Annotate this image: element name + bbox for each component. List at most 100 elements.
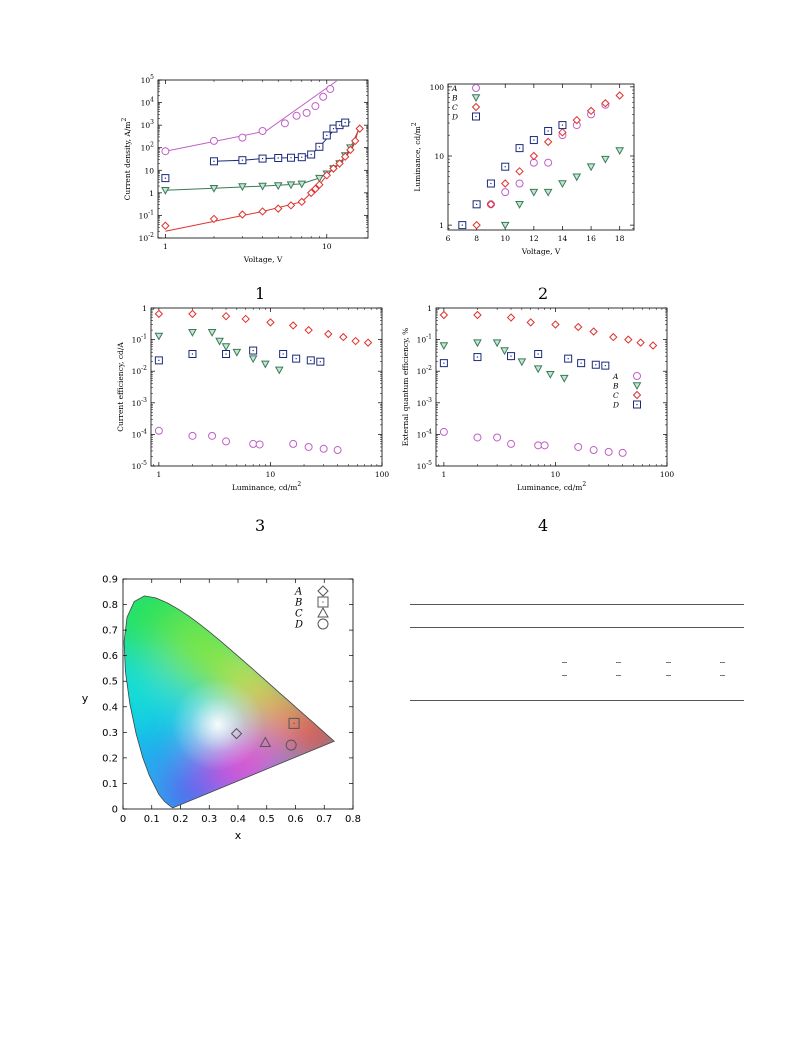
y-tick-label: 10-1 <box>139 209 154 220</box>
chart-cie-diagram: 0 0.1 0.2 0.3 0.4 0.5 0.6 0.7 0.8 0 0.1 0.2 0.3 0.4 0.… <box>70 565 370 855</box>
cie-x-tick-label: 0.3 <box>201 814 217 825</box>
series-B-point <box>248 355 258 364</box>
series-B-point <box>601 155 610 164</box>
cie-white-point-glow <box>171 678 264 771</box>
chart-current-density-svg: 10-2 10-1 1 10 102 103 104 105 1 10 Voltage, V Curr… <box>121 74 369 264</box>
series-C-point <box>355 124 364 133</box>
series-B-point <box>161 186 170 195</box>
series-A-point <box>507 439 516 448</box>
series-C-point <box>551 320 560 329</box>
series-C-point <box>529 151 539 161</box>
series-A-point <box>473 433 482 442</box>
cie-locus-outline <box>123 595 335 809</box>
series-C-point <box>615 91 624 100</box>
cie-legend-marker-D <box>317 618 329 630</box>
series-C-point <box>238 210 247 219</box>
cie-legend-label-D: D <box>294 620 303 631</box>
series-B-point <box>543 188 553 197</box>
table-dash <box>616 662 621 663</box>
series-B-point <box>559 374 569 383</box>
chart-current-density: 10-2 10-1 1 10 102 103 104 105 1 10 Voltage, V Curr… <box>118 72 378 272</box>
cie-x-tick-label: 0.1 <box>144 814 160 825</box>
series-A-point <box>326 84 335 93</box>
table-bottom-rule <box>410 700 744 701</box>
series-A-point <box>249 439 258 448</box>
series-A-point <box>493 433 502 442</box>
y-tick-label: 1 <box>427 304 432 313</box>
series-D-point <box>274 154 283 163</box>
chart-luminance-voltage: 1 10 100 6 8 10 12 14 16 18 Voltage, V Luminance, c… <box>400 72 650 272</box>
series-A-point <box>222 437 231 446</box>
panel-number-1: 1 <box>255 284 266 303</box>
series-B-point <box>258 182 267 191</box>
series-A-point <box>333 446 342 455</box>
table-dash <box>666 675 671 676</box>
series-B-point <box>533 365 543 374</box>
legend-marker-B <box>471 94 481 103</box>
panel-number-4: 4 <box>538 516 549 535</box>
series-C-point <box>273 204 283 213</box>
series-C-point <box>558 128 567 137</box>
x-axis-label: Voltage, V <box>521 247 561 256</box>
series-D-point <box>577 359 586 368</box>
y-tick-label: 10-2 <box>417 365 433 376</box>
series-D-point <box>238 156 247 165</box>
cie-x-tick-label: 0.2 <box>173 814 189 825</box>
series-C-point <box>572 115 581 125</box>
y-tick-label: 1 <box>142 304 147 313</box>
series-C-point <box>601 99 610 108</box>
series-B-point <box>238 183 247 192</box>
y-tick-label: 1 <box>439 221 444 230</box>
plot-frame <box>150 307 383 467</box>
series-C-point <box>304 325 313 335</box>
x-tick-label: 10 <box>322 242 332 251</box>
cie-x-axis-label: x <box>235 829 242 842</box>
series-D-point <box>307 150 316 159</box>
cie-y-tick-label: 0.7 <box>102 626 118 637</box>
series-B-point <box>232 348 242 357</box>
legend-label-C: C <box>452 103 458 112</box>
series-C-point <box>636 338 645 347</box>
cie-legend-label-C: C <box>295 609 303 620</box>
table-dash <box>562 662 567 663</box>
x-axis-label: Luminance, cd/m2 <box>232 481 302 492</box>
series-A-point <box>544 158 553 167</box>
y-tick-label: 10-5 <box>132 460 148 471</box>
series-A-point <box>154 426 163 435</box>
cie-legend-label-B: B <box>294 598 302 609</box>
series-B-point <box>515 201 524 209</box>
x-tick-label: 6 <box>446 234 451 243</box>
series-B-point <box>586 163 596 172</box>
y-tick-label: 10-2 <box>132 365 148 376</box>
cie-y-tick-label: 0 <box>112 805 118 816</box>
series-C-point <box>289 321 298 330</box>
legend-label-D: D <box>451 113 458 122</box>
y-tick-label: 10-1 <box>132 334 147 345</box>
series-C-point <box>515 167 524 176</box>
cie-x-tick-label: 0.6 <box>288 814 304 825</box>
series-D-point <box>316 357 325 366</box>
series-A-point <box>302 108 311 117</box>
legend-label-C: C <box>613 391 619 400</box>
chart-cie-svg: 0 0.1 0.2 0.3 0.4 0.5 0.6 0.7 0.8 0 0.1 0.2 0.3 0.4 0.… <box>82 575 361 843</box>
series-B-point <box>188 329 197 337</box>
table-header-rule <box>410 627 744 628</box>
series-D-point <box>544 126 553 135</box>
y-axis-label: Luminance, cd/m2 <box>411 122 422 192</box>
legend-label-A: A <box>451 84 458 93</box>
legend-label-D: D <box>612 401 619 410</box>
series-D-point <box>529 136 538 145</box>
legend-marker-D <box>472 112 480 121</box>
legend-label-B: B <box>451 94 458 103</box>
series-C-point <box>324 329 333 339</box>
x-tick-label: 16 <box>586 234 596 243</box>
series-D-point <box>558 121 567 130</box>
y-tick-label: 103 <box>141 119 155 130</box>
series-B-point <box>273 182 283 191</box>
series-A-point <box>208 431 217 440</box>
series-A-point <box>280 119 289 128</box>
cie-y-tick-label: 0.5 <box>102 677 118 688</box>
series-C-point <box>501 179 510 188</box>
table-dash <box>666 662 671 663</box>
series-D-point <box>341 118 350 127</box>
